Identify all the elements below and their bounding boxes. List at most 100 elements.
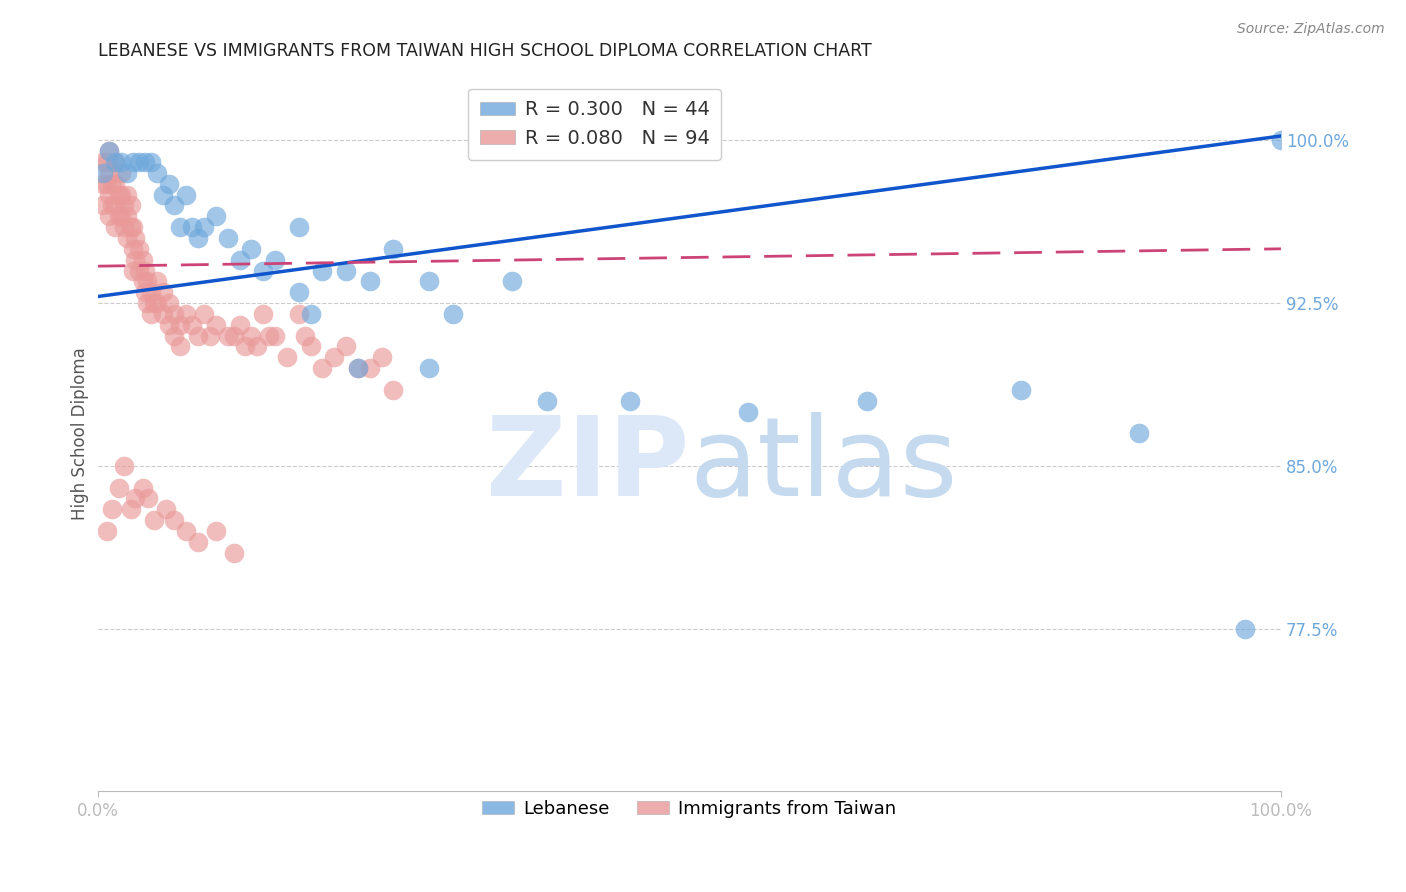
Point	[163, 307, 186, 321]
Point	[155, 502, 177, 516]
Point	[122, 155, 145, 169]
Point	[110, 155, 132, 169]
Point	[235, 339, 257, 353]
Point	[96, 524, 118, 538]
Point	[347, 361, 370, 376]
Point	[131, 481, 153, 495]
Point	[100, 177, 122, 191]
Point	[311, 263, 333, 277]
Point	[228, 252, 250, 267]
Point	[176, 307, 198, 321]
Point	[176, 187, 198, 202]
Point	[143, 513, 166, 527]
Point	[169, 318, 191, 332]
Point	[299, 307, 322, 321]
Point	[311, 361, 333, 376]
Point	[1010, 383, 1032, 397]
Point	[110, 166, 132, 180]
Point	[299, 339, 322, 353]
Point	[737, 404, 759, 418]
Point	[128, 155, 150, 169]
Point	[1234, 622, 1257, 636]
Point	[112, 458, 135, 473]
Point	[108, 481, 131, 495]
Point	[96, 155, 118, 169]
Point	[370, 351, 392, 365]
Point	[108, 187, 131, 202]
Point	[157, 177, 180, 191]
Point	[112, 220, 135, 235]
Point	[205, 524, 228, 538]
Point	[240, 328, 263, 343]
Point	[264, 328, 287, 343]
Point	[347, 361, 370, 376]
Point	[98, 144, 121, 158]
Point	[187, 231, 209, 245]
Point	[108, 209, 131, 223]
Point	[157, 296, 180, 310]
Point	[110, 187, 132, 202]
Point	[152, 285, 174, 300]
Point	[100, 198, 122, 212]
Point	[228, 318, 250, 332]
Point	[205, 318, 228, 332]
Point	[134, 263, 156, 277]
Point	[335, 263, 357, 277]
Point	[115, 166, 138, 180]
Point	[124, 252, 146, 267]
Point	[124, 231, 146, 245]
Point	[418, 274, 440, 288]
Point	[855, 393, 877, 408]
Point	[1270, 133, 1292, 147]
Point	[112, 198, 135, 212]
Point	[134, 285, 156, 300]
Point	[145, 296, 167, 310]
Point	[122, 263, 145, 277]
Point	[93, 166, 115, 180]
Point	[136, 274, 159, 288]
Point	[93, 177, 115, 191]
Point	[152, 187, 174, 202]
Point	[264, 252, 287, 267]
Point	[181, 318, 204, 332]
Point	[138, 491, 160, 506]
Point	[217, 328, 239, 343]
Point	[287, 285, 309, 300]
Point	[359, 274, 381, 288]
Point	[120, 502, 142, 516]
Point	[139, 155, 162, 169]
Point	[152, 307, 174, 321]
Point	[187, 328, 209, 343]
Point	[134, 155, 156, 169]
Point	[619, 393, 641, 408]
Point	[335, 339, 357, 353]
Point	[176, 524, 198, 538]
Point	[120, 220, 142, 235]
Point	[193, 220, 215, 235]
Point	[98, 166, 121, 180]
Point	[104, 198, 127, 212]
Point	[205, 209, 228, 223]
Point	[115, 231, 138, 245]
Point	[246, 339, 269, 353]
Point	[257, 328, 280, 343]
Point	[441, 307, 464, 321]
Point	[222, 546, 245, 560]
Point	[136, 296, 159, 310]
Point	[139, 285, 162, 300]
Point	[163, 328, 186, 343]
Point	[122, 220, 145, 235]
Point	[287, 220, 309, 235]
Point	[198, 328, 221, 343]
Point	[93, 198, 115, 212]
Point	[139, 307, 162, 321]
Point	[128, 263, 150, 277]
Point	[181, 220, 204, 235]
Point	[418, 361, 440, 376]
Y-axis label: High School Diploma: High School Diploma	[72, 347, 89, 520]
Point	[96, 177, 118, 191]
Point	[323, 351, 346, 365]
Point	[98, 209, 121, 223]
Point	[128, 242, 150, 256]
Point	[93, 155, 115, 169]
